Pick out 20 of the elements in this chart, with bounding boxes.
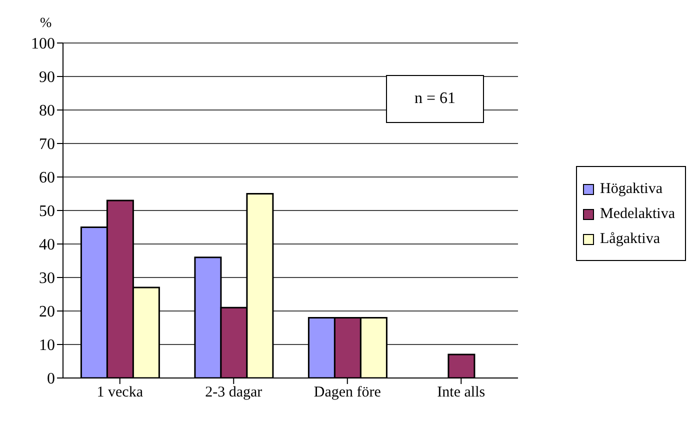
y-tick-label: 10 <box>39 337 55 354</box>
y-axis-title: % <box>40 16 52 32</box>
legend-label: Högaktiva <box>600 180 662 198</box>
y-tick-label: 50 <box>39 203 55 220</box>
y-tick-label: 70 <box>39 136 55 154</box>
y-tick-label: 30 <box>39 270 55 288</box>
y-tick-label: 40 <box>39 236 55 254</box>
y-tick-label: 20 <box>39 304 55 321</box>
x-tick-label: 1 vecka <box>96 384 144 401</box>
y-tick-label: 60 <box>39 170 55 187</box>
y-tick-label: 80 <box>39 102 55 120</box>
x-tick-label: Dagen före <box>314 384 382 401</box>
y-tick-label: 90 <box>39 69 55 86</box>
y-tick-label: 100 <box>31 36 55 53</box>
legend-label: Lågaktiva <box>600 230 660 248</box>
x-tick-label: Inte alls <box>437 384 486 401</box>
text-box: n = 61 <box>386 75 484 123</box>
legend-label: Medelaktiva <box>600 206 675 222</box>
y-tick-label: 0 <box>47 370 55 388</box>
x-tick-label: 2-3 dagar <box>205 384 262 401</box>
